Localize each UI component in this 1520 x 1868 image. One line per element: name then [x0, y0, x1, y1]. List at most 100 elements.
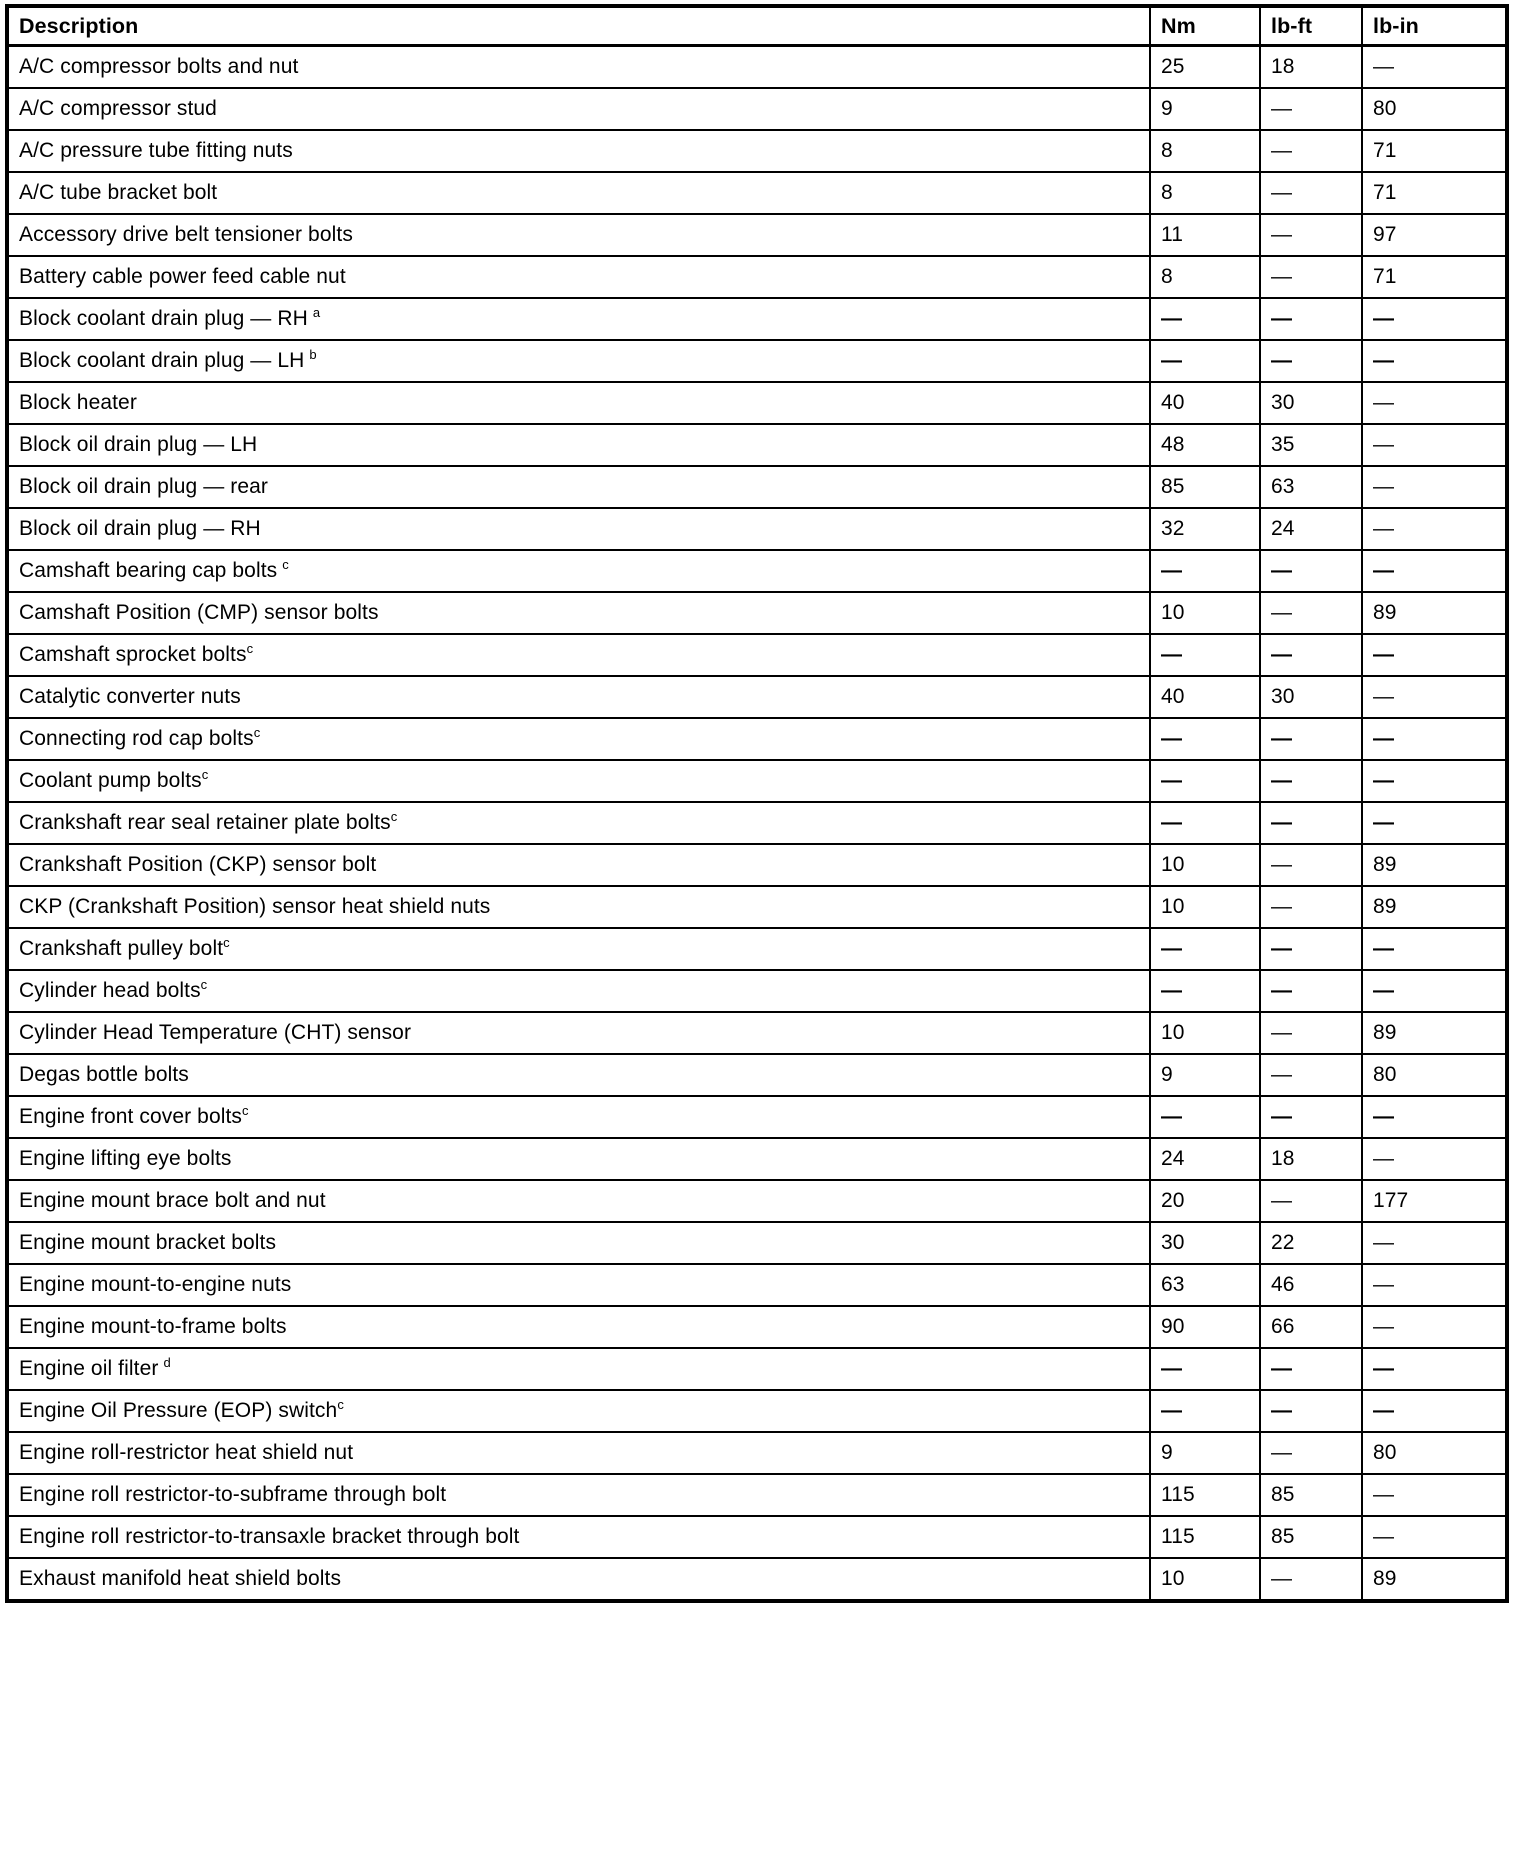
cell-nm: 8	[1149, 255, 1261, 299]
cell-nm: 48	[1149, 423, 1261, 467]
cell-nm: 40	[1149, 381, 1261, 425]
cell-description: Exhaust manifold heat shield bolts	[6, 1557, 1151, 1602]
table-row: Engine mount brace bolt and nut 20—177	[6, 1179, 1508, 1223]
table-row: Block oil drain plug — rear 85 63—	[6, 465, 1508, 509]
cell-lb-in: —	[1361, 801, 1508, 845]
cell-lb-in: —	[1361, 1137, 1508, 1181]
cell-lb-in: —	[1361, 297, 1508, 341]
cell-description: Catalytic converter nuts	[6, 675, 1151, 719]
table-row: Battery cable power feed cable nut 8—71	[6, 255, 1508, 299]
cell-lb-ft: 85	[1259, 1515, 1363, 1559]
cell-description: Engine oil filter d	[6, 1347, 1151, 1391]
table-row: Engine roll restrictor-to-transaxle brac…	[6, 1515, 1508, 1559]
cell-nm: —	[1149, 759, 1261, 803]
table-header: Description Nm lb-ft lb-in	[6, 5, 1508, 47]
table-row: Engine mount-to-engine nuts 63 46—	[6, 1263, 1508, 1307]
cell-lb-in: —	[1361, 339, 1508, 383]
cell-lb-ft: 63	[1259, 465, 1363, 509]
cell-description: Accessory drive belt tensioner bolts	[6, 213, 1151, 257]
table-row: Connecting rod cap boltsc — — —	[6, 717, 1508, 761]
cell-description: A/C pressure tube fitting nuts	[6, 129, 1151, 173]
footnote-marker: b	[309, 346, 317, 362]
table-row: Camshaft sprocket boltsc — — —	[6, 633, 1508, 677]
cell-lb-ft: —	[1259, 801, 1363, 845]
cell-nm: 115	[1149, 1515, 1261, 1559]
table-row: Cylinder Head Temperature (CHT) sensor 10…	[6, 1011, 1508, 1055]
table-row: Engine mount bracket bolts 30 22—	[6, 1221, 1508, 1265]
cell-description: Engine mount-to-frame bolts	[6, 1305, 1151, 1349]
table-row: Engine mount-to-frame bolts 90 66—	[6, 1305, 1508, 1349]
cell-nm: —	[1149, 801, 1261, 845]
cell-lb-in: 89	[1361, 1557, 1508, 1602]
cell-lb-ft: 85	[1259, 1473, 1363, 1517]
cell-lb-in: —	[1361, 717, 1508, 761]
cell-lb-in: —	[1361, 423, 1508, 467]
cell-nm: —	[1149, 717, 1261, 761]
cell-description: Engine Oil Pressure (EOP) switchc	[6, 1389, 1151, 1433]
cell-description: Block heater	[6, 381, 1151, 425]
cell-lb-ft: 30	[1259, 381, 1363, 425]
cell-lb-ft: —	[1259, 717, 1363, 761]
cell-nm: —	[1149, 297, 1261, 341]
cell-description: Engine mount brace bolt and nut	[6, 1179, 1151, 1223]
footnote-marker: c	[253, 724, 261, 740]
cell-lb-in: —	[1361, 465, 1508, 509]
cell-lb-in: —	[1361, 969, 1508, 1013]
cell-lb-ft: —	[1259, 759, 1363, 803]
column-header-description: Description	[6, 5, 1151, 47]
cell-lb-ft: —	[1259, 297, 1363, 341]
torque-specification-table: Description Nm lb-ft lb-in A/C compresso…	[5, 4, 1509, 1603]
cell-description: Block oil drain plug — LH	[6, 423, 1151, 467]
cell-nm: —	[1149, 339, 1261, 383]
cell-description: Engine mount bracket bolts	[6, 1221, 1151, 1265]
cell-lb-in: 71	[1361, 171, 1508, 215]
cell-lb-in: —	[1361, 507, 1508, 551]
cell-description: Camshaft sprocket boltsc	[6, 633, 1151, 677]
cell-description: Camshaft Position (CMP) sensor bolts	[6, 591, 1151, 635]
cell-lb-ft: —	[1259, 633, 1363, 677]
table-body: A/C compressor bolts and nut 25 18— A/C com…	[6, 44, 1508, 1602]
cell-description: Engine roll restrictor-to-transaxle brac…	[6, 1515, 1151, 1559]
cell-description: Crankshaft rear seal retainer plate bolt…	[6, 801, 1151, 845]
table-row: Crankshaft rear seal retainer plate bolt…	[6, 801, 1508, 845]
cell-lb-in: 89	[1361, 843, 1508, 887]
table-row: Engine front cover boltsc — — —	[6, 1095, 1508, 1139]
cell-description: Engine roll-restrictor heat shield nut	[6, 1431, 1151, 1475]
table-row: Engine lifting eye bolts 24 18—	[6, 1137, 1508, 1181]
cell-nm: 10	[1149, 885, 1261, 929]
cell-description: A/C tube bracket bolt	[6, 171, 1151, 215]
cell-lb-in: 71	[1361, 129, 1508, 173]
footnote-marker: c	[242, 1102, 249, 1118]
cell-lb-in: 89	[1361, 1011, 1508, 1055]
cell-lb-ft: —	[1259, 927, 1363, 971]
cell-description: Cylinder head boltsc	[6, 969, 1151, 1013]
cell-lb-in: —	[1361, 1347, 1508, 1391]
footnote-marker: a	[312, 304, 321, 320]
cell-lb-ft: 30	[1259, 675, 1363, 719]
cell-lb-in: —	[1361, 1221, 1508, 1265]
table-row: Exhaust manifold heat shield bolts 10—89	[6, 1557, 1508, 1602]
cell-nm: 115	[1149, 1473, 1261, 1517]
cell-lb-ft: —	[1259, 339, 1363, 383]
cell-lb-ft: —	[1259, 1011, 1363, 1055]
cell-description: Cylinder Head Temperature (CHT) sensor	[6, 1011, 1151, 1055]
cell-nm: 11	[1149, 213, 1261, 257]
cell-description: Degas bottle bolts	[6, 1053, 1151, 1097]
cell-lb-in: —	[1361, 759, 1508, 803]
cell-description: Battery cable power feed cable nut	[6, 255, 1151, 299]
cell-nm: 30	[1149, 1221, 1261, 1265]
cell-nm: 9	[1149, 87, 1261, 131]
table-row: A/C tube bracket bolt 8—71	[6, 171, 1508, 215]
table-row: A/C compressor bolts and nut 25 18—	[6, 44, 1508, 89]
table-row: Block coolant drain plug — LH b — — —	[6, 339, 1508, 383]
cell-lb-in: —	[1361, 927, 1508, 971]
table-row: Accessory drive belt tensioner bolts 11—9…	[6, 213, 1508, 257]
table-row: Crankshaft pulley boltc — — —	[6, 927, 1508, 971]
cell-lb-ft: —	[1259, 1557, 1363, 1602]
cell-lb-ft: —	[1259, 171, 1363, 215]
column-header-lb-ft: lb-ft	[1259, 5, 1363, 47]
cell-description: Block oil drain plug — RH	[6, 507, 1151, 551]
table-row: A/C compressor stud 9—80	[6, 87, 1508, 131]
cell-nm: 9	[1149, 1431, 1261, 1475]
